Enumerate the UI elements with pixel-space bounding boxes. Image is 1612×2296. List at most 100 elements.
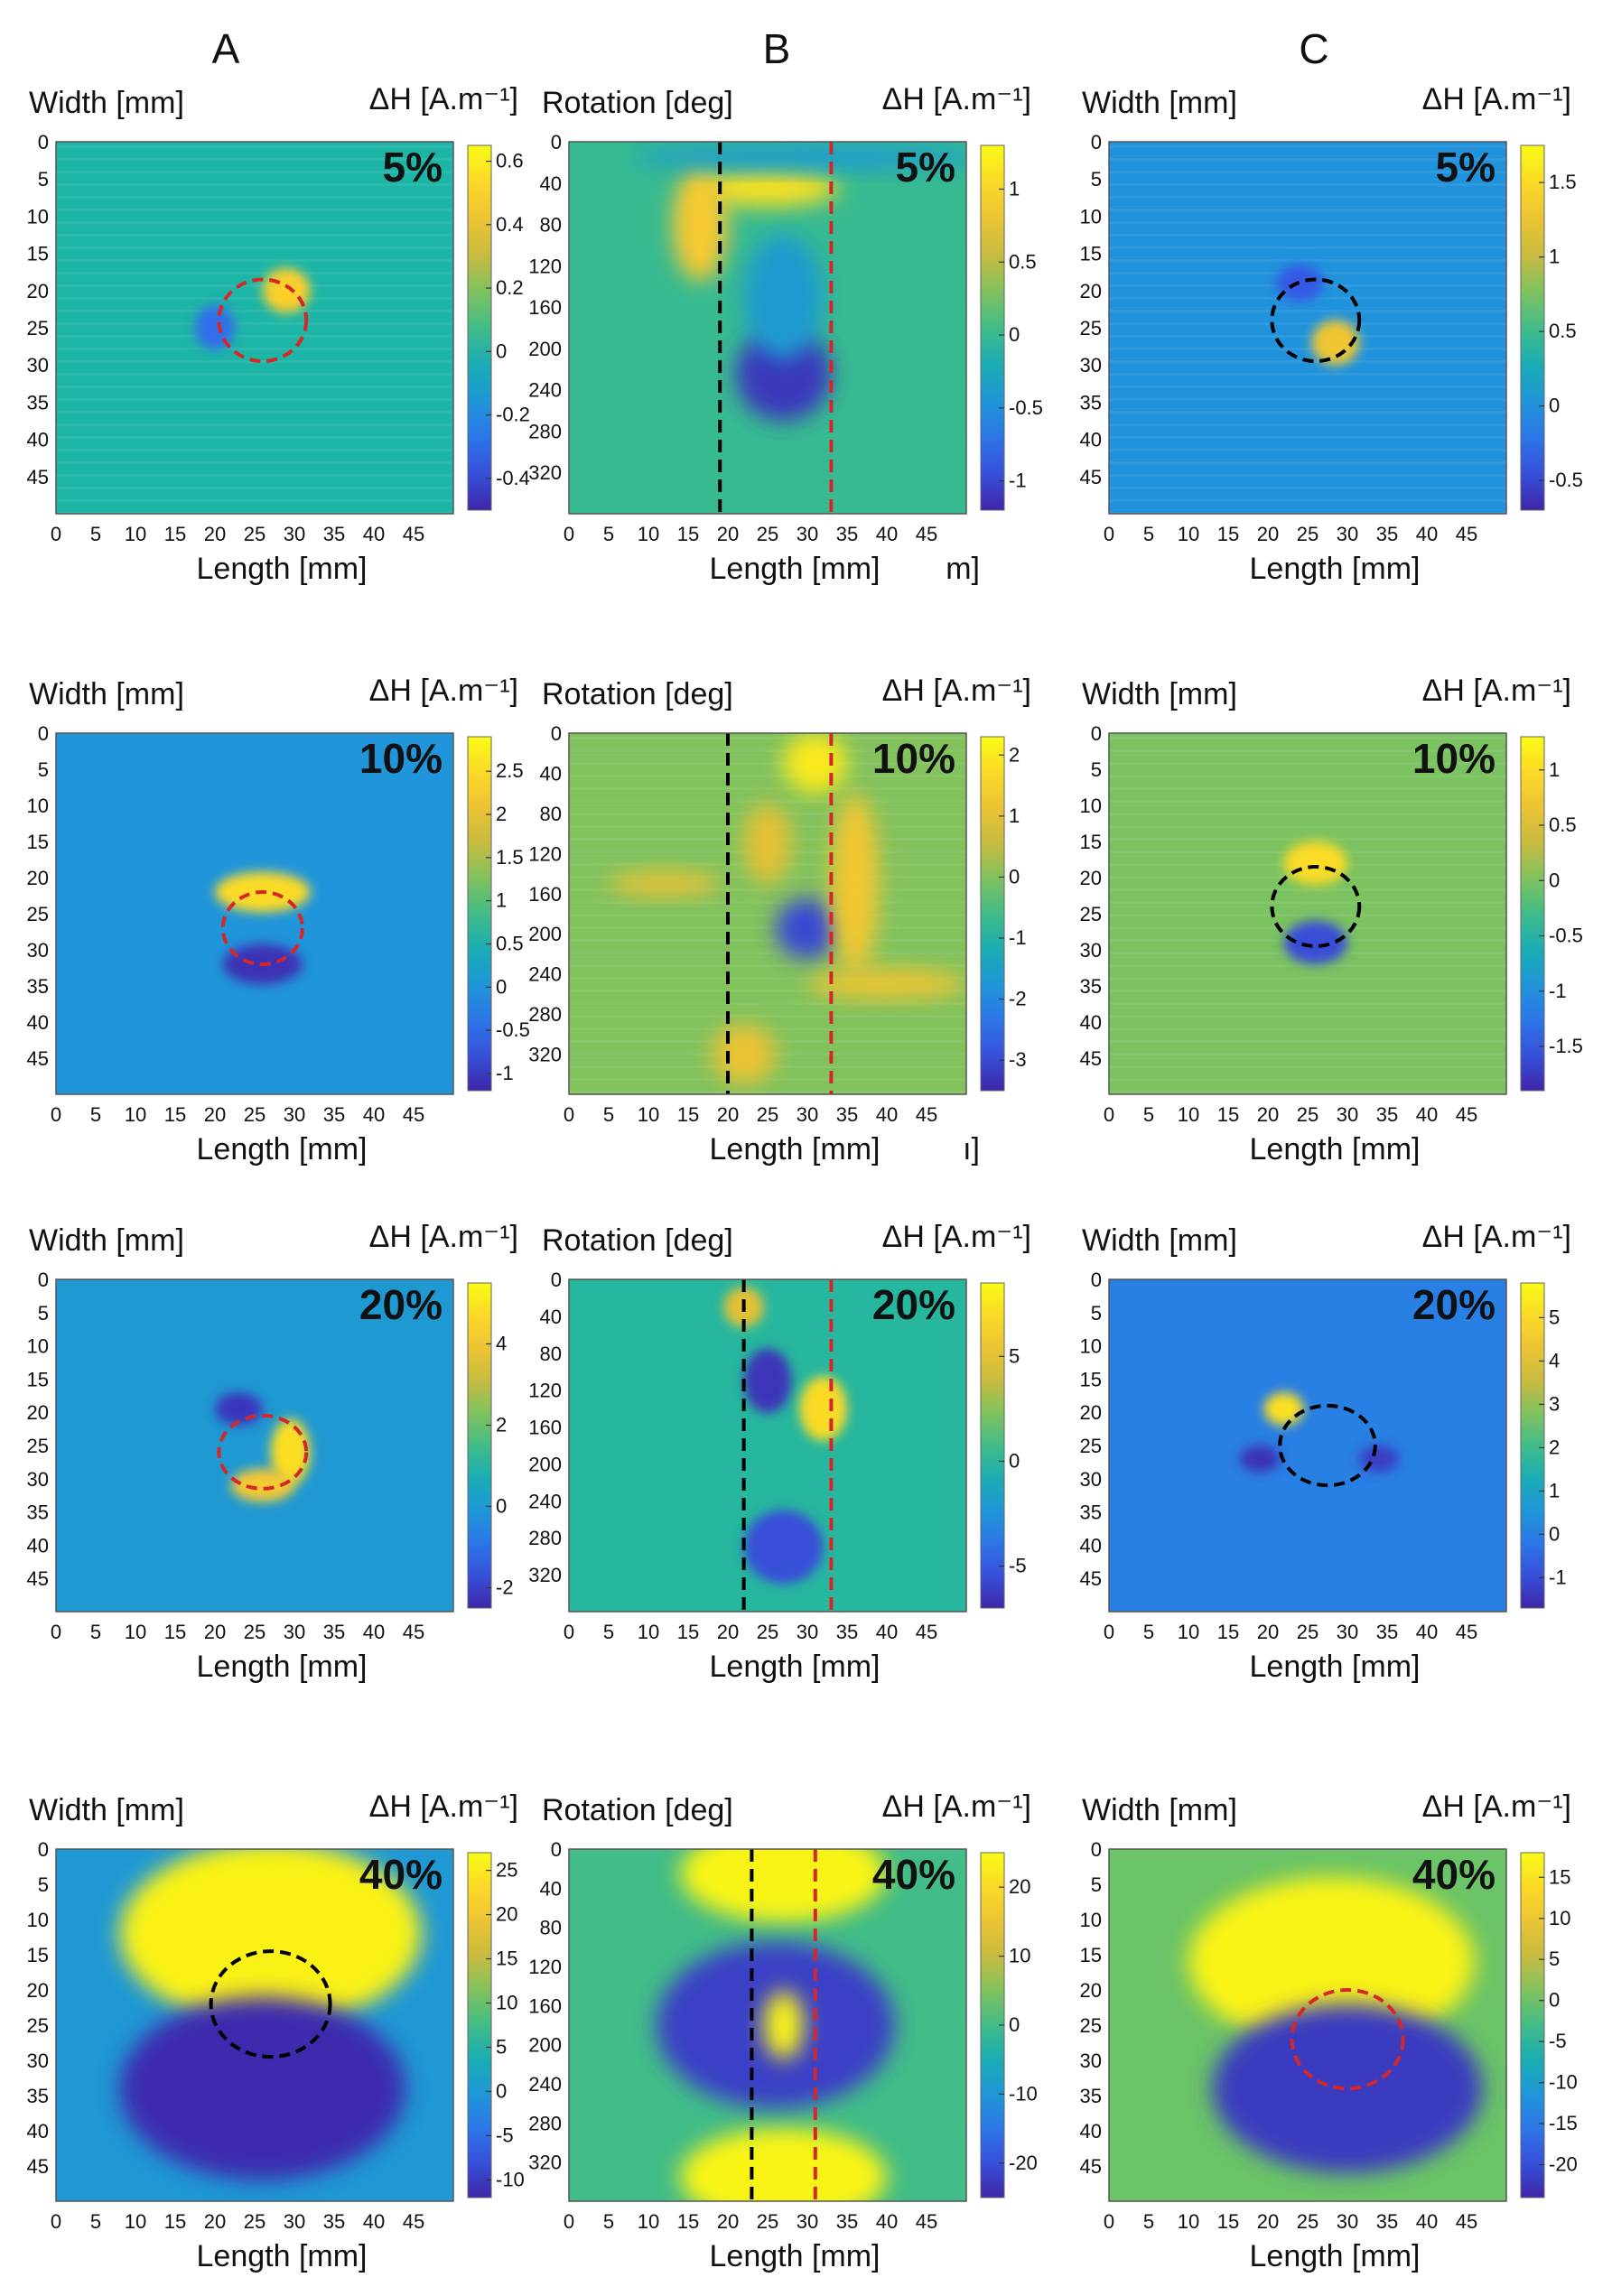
y-tick-label: 15 [1080, 831, 1102, 853]
scan-stripe [1109, 977, 1506, 980]
scan-stripe [1109, 398, 1506, 401]
strain-label: 5% [1436, 144, 1496, 191]
x-tick-label: 5 [90, 523, 101, 545]
y-tick-label: 25 [27, 317, 49, 339]
scan-stripe [1109, 373, 1506, 376]
scan-stripe [56, 398, 453, 401]
colorbar-tick-label: -5 [1009, 1555, 1027, 1577]
y-tick-label: 20 [1080, 1401, 1102, 1424]
colorbar-tick-label: 0 [1549, 395, 1560, 417]
x-tick-label: 30 [797, 1103, 818, 1126]
heatmap-panel-C-20%: 20%0 5 10 15 20 25 30 35 40 45051015202530354045W… [1080, 1220, 1571, 1684]
y-tick-label: 0 [38, 131, 49, 153]
x-tick-label: 20 [1257, 1103, 1279, 1126]
x-axis-label-fragment: m] [946, 552, 980, 586]
y-tick-label: 15 [1080, 1944, 1102, 1966]
colorbar-tick-label: -3 [1009, 1048, 1027, 1071]
colorbar-tick-label: 0.2 [496, 276, 524, 299]
y-tick-label: 45 [27, 1047, 49, 1070]
field-blob [672, 167, 728, 282]
heatmap-panel-C-40%: 40% 0 5 10 15 20 25 30 35 40 45 0 5 10 15 20 25 30 35 40 45 W… [1080, 1789, 1578, 2273]
colorbar [980, 736, 1005, 1092]
scan-stripe [1109, 322, 1506, 325]
field-blob [680, 2127, 887, 2201]
y-tick-label: 120 [528, 1956, 562, 1978]
colorbar-label: ΔH [A.m⁻¹] [369, 82, 518, 116]
y-tick-label: 40 [27, 2120, 49, 2143]
x-tick-label: 40 [876, 1103, 898, 1126]
y-tick-label: 0 [551, 1838, 562, 1861]
x-tick-label: 20 [1257, 523, 1279, 545]
y-tick-label: 120 [528, 842, 562, 865]
x-axis-label: Length [mm] [710, 1132, 881, 1167]
scan-stripe [1109, 487, 1506, 489]
scan-stripe [56, 499, 453, 502]
colorbar [1520, 1852, 1545, 2198]
y-tick-label: 80 [540, 803, 562, 825]
x-tick-label: 40 [363, 1621, 385, 1643]
scan-stripe [1109, 762, 1506, 765]
y-tick-label: 15 [27, 1944, 49, 1966]
heatmap-panel-A-5%: 5% 0 5 10 15 20 25 30 35 40 45 0 5 10 15 20 25 30 35 40 45 Wi… [27, 82, 530, 586]
scan-stripe [1109, 888, 1506, 891]
colorbar-tick-label: 1 [1009, 804, 1020, 827]
colorbar-label: ΔH [A.m⁻¹] [882, 674, 1031, 708]
x-axis-label: Length [mm] [1250, 552, 1421, 586]
y-tick-label: 200 [528, 1453, 562, 1475]
scan-stripe [56, 259, 453, 262]
x-tick-label: 30 [1337, 2210, 1358, 2233]
colorbar-tick-label: 5 [1549, 1306, 1560, 1328]
x-tick-label: 40 [1416, 2210, 1438, 2233]
y-tick-label: 25 [1080, 2014, 1102, 2037]
scan-stripe [56, 461, 453, 464]
field-blob [763, 1991, 804, 2059]
x-tick-label: 40 [363, 523, 385, 545]
colorbar-tick-label: 0 [496, 1495, 507, 1518]
y-tick-label: 40 [1080, 2120, 1102, 2143]
colorbar-tick-label: 5 [496, 2035, 507, 2058]
x-tick-label: 40 [1416, 523, 1438, 545]
colorbar-tick-label: -1 [1009, 926, 1027, 949]
x-tick-label: 30 [284, 1621, 305, 1643]
x-tick-label: 30 [1337, 1103, 1358, 1126]
y-tick-label: 30 [27, 2050, 49, 2072]
colorbar-tick-label: -5 [496, 2124, 514, 2146]
scan-stripe [56, 234, 453, 237]
y-tick-label: 15 [27, 831, 49, 853]
x-tick-label: 15 [164, 2210, 186, 2233]
colorbar-tick-label: 3 [1549, 1392, 1560, 1415]
colorbar-tick-label: 2 [1009, 743, 1020, 766]
plot-frame [1108, 1278, 1507, 1613]
scan-stripe [569, 800, 966, 803]
x-tick-label: 10 [1178, 1103, 1199, 1126]
colorbar-tick-label: 0 [496, 339, 507, 362]
colorbar-tick-label: -10 [1549, 2071, 1578, 2094]
colorbar-tick-label: 0 [1549, 869, 1560, 891]
y-tick-label: 40 [1080, 429, 1102, 451]
colorbar-tick-label: 10 [1009, 1945, 1030, 1967]
strain-label: 20% [1412, 1281, 1496, 1328]
y-tick-label: 20 [1080, 1979, 1102, 2002]
column-heading-B: B [763, 25, 791, 72]
x-tick-label: 20 [717, 1103, 739, 1126]
y-tick-label: 45 [1080, 1047, 1102, 1070]
x-tick-label: 0 [51, 523, 61, 545]
x-tick-label: 25 [1297, 1103, 1318, 1126]
x-tick-label: 5 [1143, 1621, 1154, 1643]
y-tick-label: 10 [1080, 205, 1102, 228]
y-tick-label: 20 [27, 1401, 49, 1424]
heatmap-background [56, 1279, 453, 1612]
plot-frame [55, 141, 454, 515]
x-tick-label: 45 [1456, 1103, 1477, 1126]
x-tick-label: 30 [1337, 523, 1358, 545]
scan-stripe [56, 297, 453, 300]
x-tick-label: 20 [717, 523, 739, 545]
scan-stripe [569, 939, 966, 942]
x-tick-label: 45 [403, 1103, 424, 1126]
scan-stripe [1109, 838, 1506, 841]
colorbar-tick-label: -1 [1009, 469, 1027, 492]
field-blob [230, 1468, 294, 1502]
x-tick-label: 25 [244, 1103, 266, 1126]
colorbar-tick-label: -0.5 [1009, 396, 1043, 419]
field-blob [1283, 921, 1348, 964]
